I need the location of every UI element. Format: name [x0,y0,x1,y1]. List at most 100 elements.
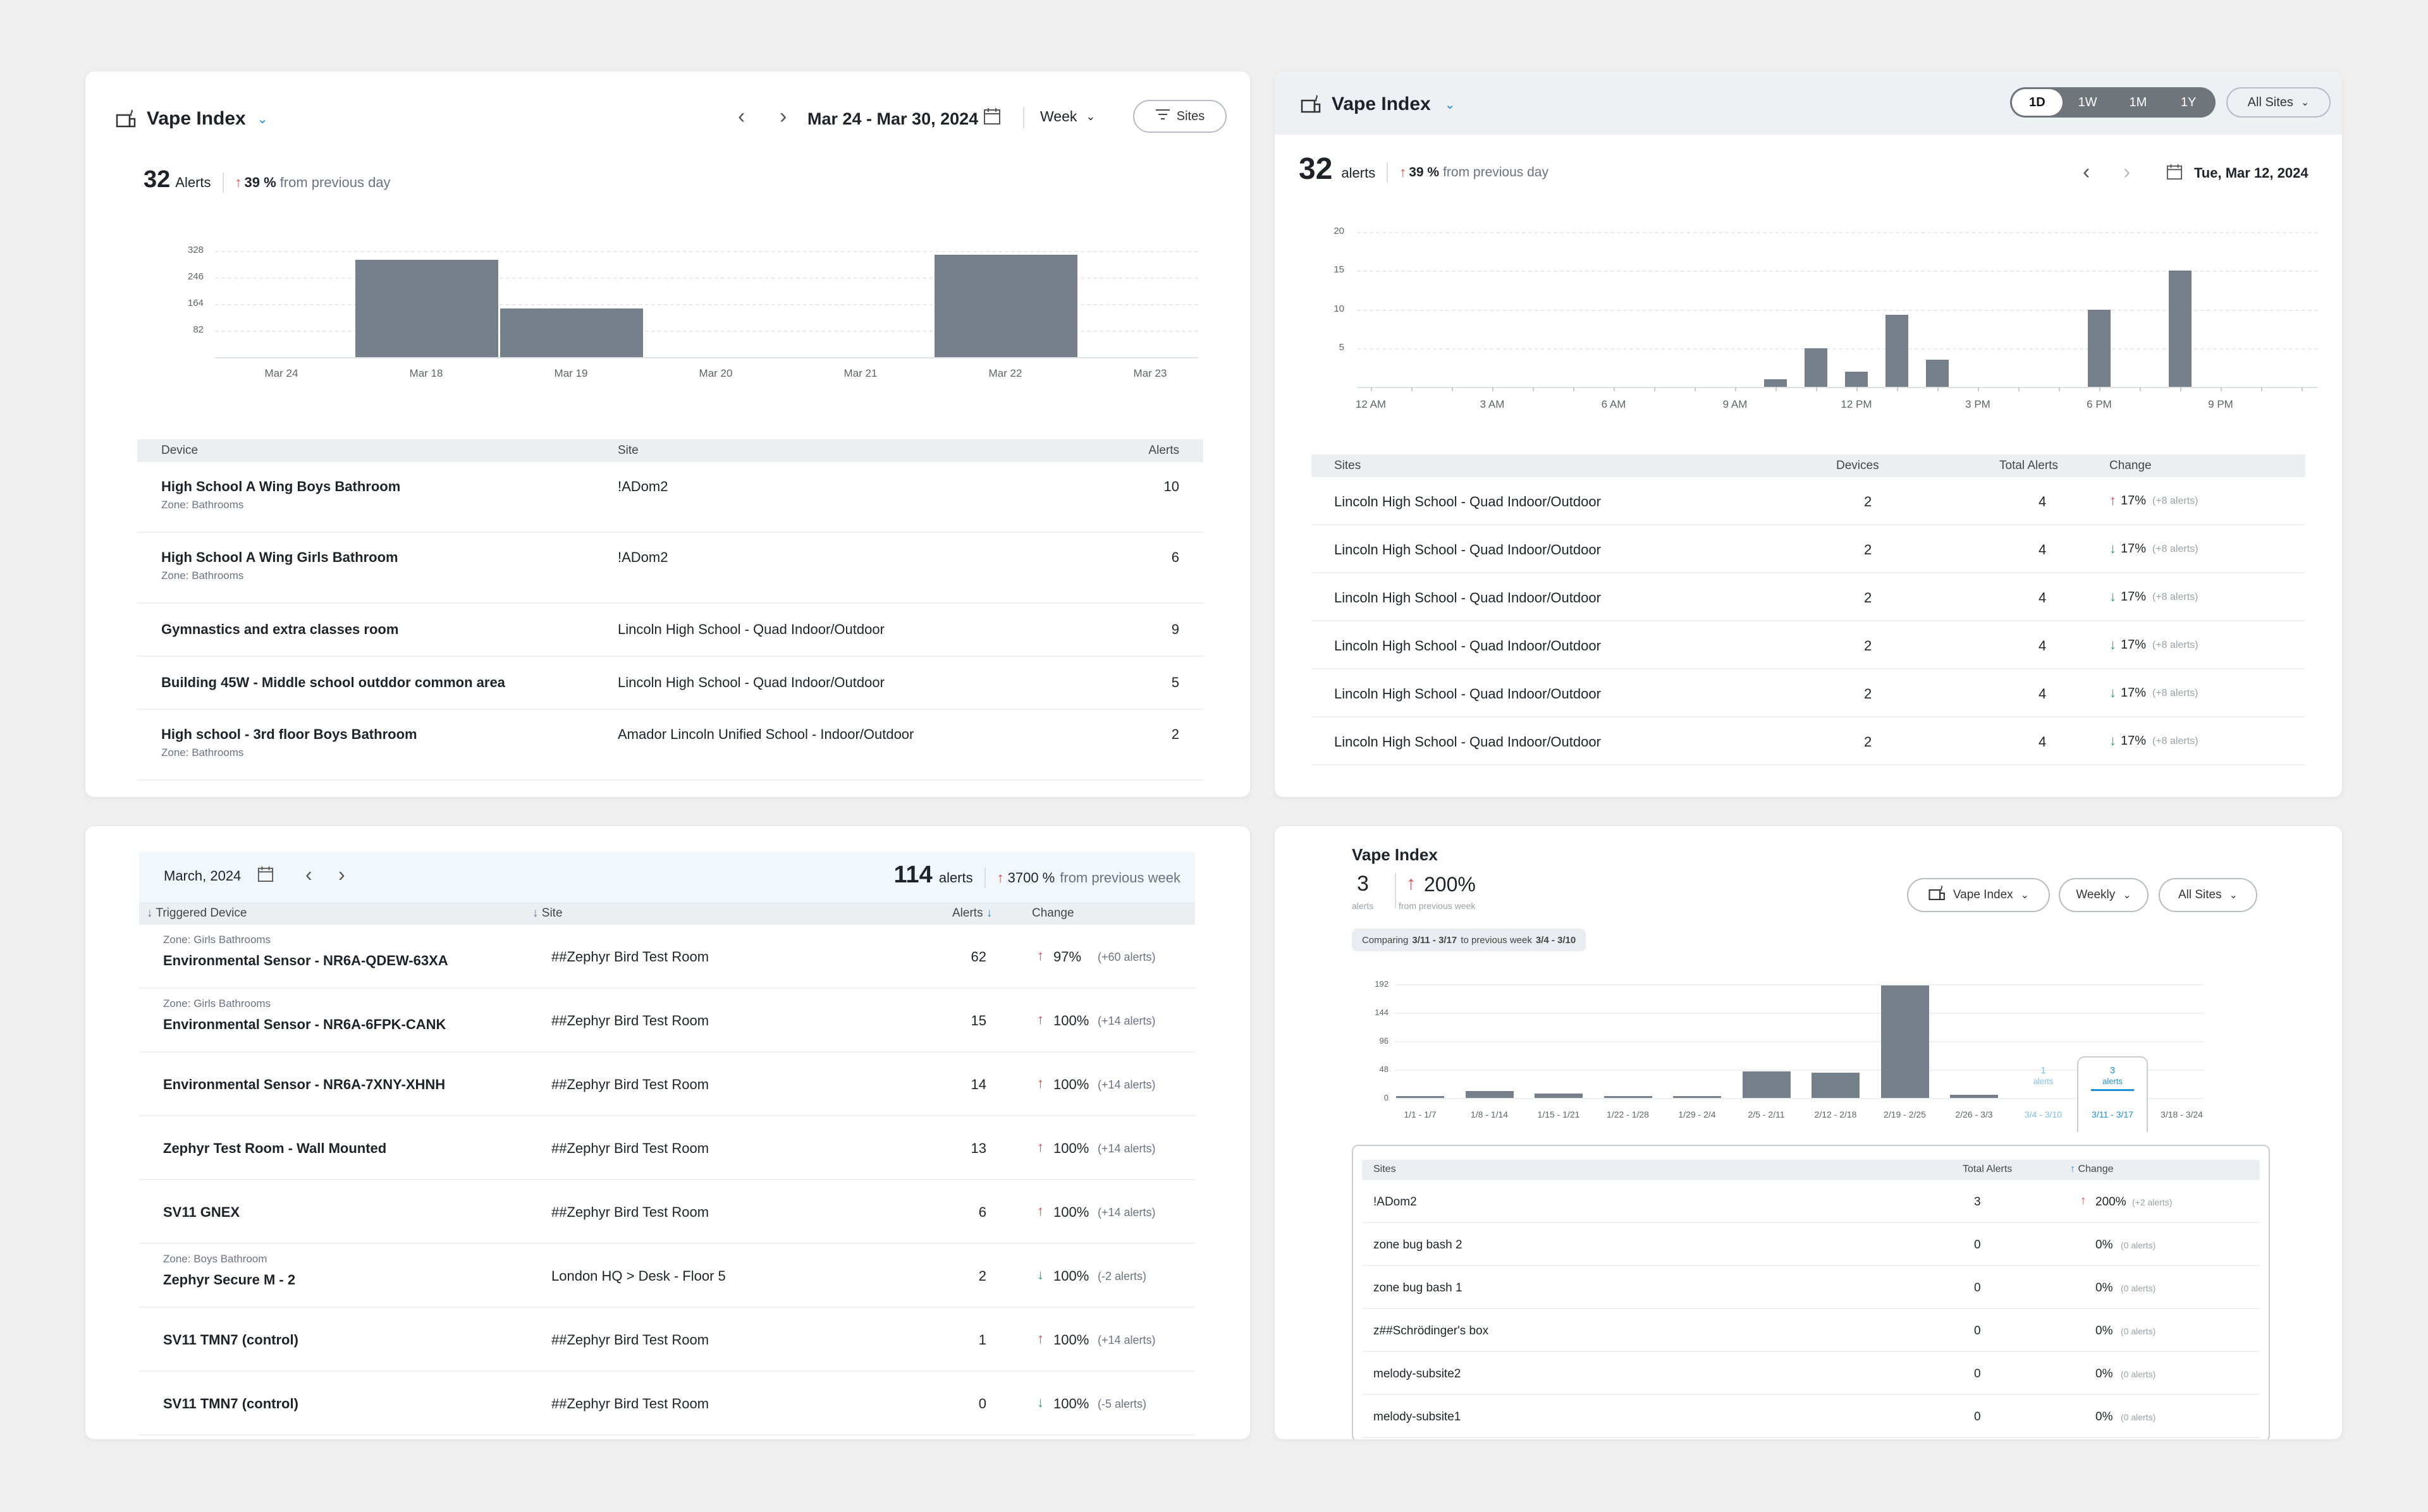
chevron-down-icon[interactable]: ⌄ [1444,97,1456,112]
table-row[interactable]: melody-subsite2 0 0% (0 alerts) [1362,1352,2260,1395]
table-row[interactable]: zone bug bash 2 0 0% (0 alerts) [1362,1223,2260,1266]
col-site[interactable]: ↓ Site [532,906,563,920]
chevron-left-icon[interactable]: ‹ [305,863,312,886]
calendar-icon[interactable] [983,107,1001,130]
change-pct: 0% [2095,1367,2113,1381]
table-header [139,902,1195,925]
sites-table: Sites Devices Total Alerts Change Lincol… [1311,454,2305,783]
table-row[interactable]: Zephyr Test Room - Wall Mounted ##Zephyr … [139,1116,1195,1180]
calendar-icon[interactable] [2166,163,2183,185]
table-row[interactable]: Zone: Boys Bathroom Zephyr Secure M - 2 Lo… [139,1244,1195,1308]
table-row[interactable]: zone bug bash 1 0 0% (0 alerts) [1362,1266,2260,1309]
arrow-down-icon: ↓ [2109,637,2116,652]
table-row[interactable]: Lincoln High School - Quad Indoor/Outdoo… [1311,717,2305,765]
hour-tick [1695,387,1696,391]
panel-title: Vape Index [147,108,246,129]
table-row[interactable]: High School A Wing Girls Bathroom Zone: B… [137,533,1203,604]
site-name: Amador Lincoln Unified School - Indoor/O… [618,726,914,742]
change-pct: 100% [1053,1013,1089,1028]
vape-index-weekly-panel: Vape Index 3 alerts ↑ 200% from previous… [1275,826,2342,1439]
device-count: 2 [1864,494,1872,509]
table-row[interactable]: Lincoln High School - Quad Indoor/Outdoo… [1311,525,2305,573]
total-alerts: 0 [1974,1367,1981,1381]
chevron-right-icon[interactable]: › [2123,160,2131,184]
chevron-down-icon[interactable]: ⌄ [257,112,268,126]
chart-bar [1742,1071,1791,1098]
selected-underline [2091,1089,2134,1091]
vape-index-day-panel: Vape Index ⌄ 1D 1W 1M 1Y All Sites ⌄ 32 ale… [1275,71,2342,797]
zone-label: Zone: Girls Bathrooms [163,997,271,1009]
x-tick-label: 1/1 - 1/7 [1404,1109,1437,1119]
site-name: ##Zephyr Bird Test Room [551,1204,709,1220]
range-option-1m[interactable]: 1M [2129,95,2147,109]
arrow-up-icon: ↑ [1037,1075,1044,1091]
change-extra: (0 alerts) [2121,1412,2156,1422]
device-count: 2 [1864,542,1872,558]
metric-dropdown[interactable]: Vape Index ⌄ [1907,878,2050,912]
x-tick-label: 9 AM [1722,398,1748,410]
table-row[interactable]: Lincoln High School - Quad Indoor/Outdoo… [1311,477,2305,525]
period-select[interactable]: Week ⌄ [1040,108,1095,125]
table-row[interactable]: Gymnastics and extra classes room Lincoln… [137,604,1203,657]
site-name: melody-subsite1 [1373,1410,1461,1424]
chevron-right-icon[interactable]: › [780,104,787,128]
site-name: Lincoln High School - Quad Indoor/Outdoo… [1334,542,1601,558]
table-row[interactable]: SV11 TMN7 (control) ##Zephyr Bird Test Ro… [139,1308,1195,1372]
device-count: 2 [1864,686,1872,702]
divider [984,867,986,888]
table-row[interactable]: Building 45W - Middle school outddor com… [137,657,1203,710]
device-name: Building 45W - Middle school outddor com… [161,674,505,690]
hour-tick [1411,387,1413,391]
sites-button[interactable]: Sites [1133,100,1227,133]
col-alerts[interactable]: Alerts ↓ [952,906,992,920]
device-name: Environmental Sensor - NR6A-7XNY-XHNH [163,1076,446,1092]
hour-tick [1371,387,1372,391]
alert-count-label: alerts [1352,901,1374,911]
weekly-sites-table-frame [1352,1145,2270,1439]
change-extra: (+14 alerts) [1098,1015,1156,1027]
table-row[interactable]: High school - 3rd floor Boys Bathroom Zon… [137,710,1203,781]
change-extra: (0 alerts) [2121,1369,2156,1379]
sort-down-icon: ↓ [532,906,542,920]
selected-week-highlight[interactable] [2077,1056,2148,1132]
hourly-alerts-chart: 20 15 10 5 12 AM 3 AM 6 AM 9 AM 12 PM 3 PM 6 PM 9 P… [1325,226,2318,460]
col-total-alerts: Total Alerts [1999,459,2058,472]
table-row[interactable]: Environmental Sensor - NR6A-7XNY-XHNH ##Z… [139,1052,1195,1116]
chart-bar [500,308,643,357]
change-extra: (+8 alerts) [2152,544,2198,554]
hour-tick [2261,387,2262,391]
y-tick-label: 5 [1339,341,1344,353]
change-extra: (-2 alerts) [1098,1270,1147,1283]
col-triggered-device[interactable]: ↓ Triggered Device [147,906,247,920]
range-option-1w[interactable]: 1W [2078,95,2097,109]
change-pct: 100% [1053,1332,1089,1348]
range-option-1y[interactable]: 1Y [2180,95,2197,109]
divider [1023,107,1024,128]
change-pct: 39 % [1409,164,1440,180]
site-name: !ADom2 [618,479,668,494]
arrow-up-icon: ↑ [1037,948,1044,963]
table-row[interactable]: Lincoln High School - Quad Indoor/Outdoo… [1311,669,2305,717]
sites-dropdown[interactable]: All Sites ⌄ [2159,878,2257,912]
chevron-left-icon[interactable]: ‹ [738,104,745,128]
table-row[interactable]: z##Schrödinger's box 0 0% (0 alerts) [1362,1309,2260,1352]
change-pct: 17% [2121,542,2147,556]
table-row[interactable]: Zone: Girls Bathrooms Environmental Senso… [139,925,1195,989]
site-name: zone bug bash 2 [1373,1238,1462,1252]
range-option-1d[interactable]: 1D [2012,89,2063,116]
table-row[interactable]: !ADom2 3 ↑ 200% (+2 alerts) [1362,1180,2260,1223]
col-change[interactable]: ↑ Change [2070,1164,2114,1175]
interval-dropdown[interactable]: Weekly ⌄ [2059,878,2149,912]
site-name: ##Zephyr Bird Test Room [551,1332,709,1348]
table-row[interactable]: High School A Wing Boys Bathroom Zone: Ba… [137,462,1203,533]
calendar-icon[interactable] [257,865,274,887]
table-row[interactable]: SV11 GNEX ##Zephyr Bird Test Room 6 ↑ 100% (+… [139,1180,1195,1244]
table-row[interactable]: SV11 TMN7 (control) ##Zephyr Bird Test Ro… [139,1372,1195,1436]
chevron-left-icon[interactable]: ‹ [2083,160,2090,184]
table-row[interactable]: Lincoln High School - Quad Indoor/Outdoo… [1311,573,2305,621]
table-row[interactable]: Lincoln High School - Quad Indoor/Outdoo… [1311,621,2305,669]
table-row[interactable]: melody-subsite1 0 0% (0 alerts) [1362,1395,2260,1438]
all-sites-dropdown[interactable]: All Sites ⌄ [2226,87,2331,118]
table-row[interactable]: Zone: Girls Bathrooms Environmental Senso… [139,989,1195,1052]
chevron-right-icon[interactable]: › [338,863,345,886]
